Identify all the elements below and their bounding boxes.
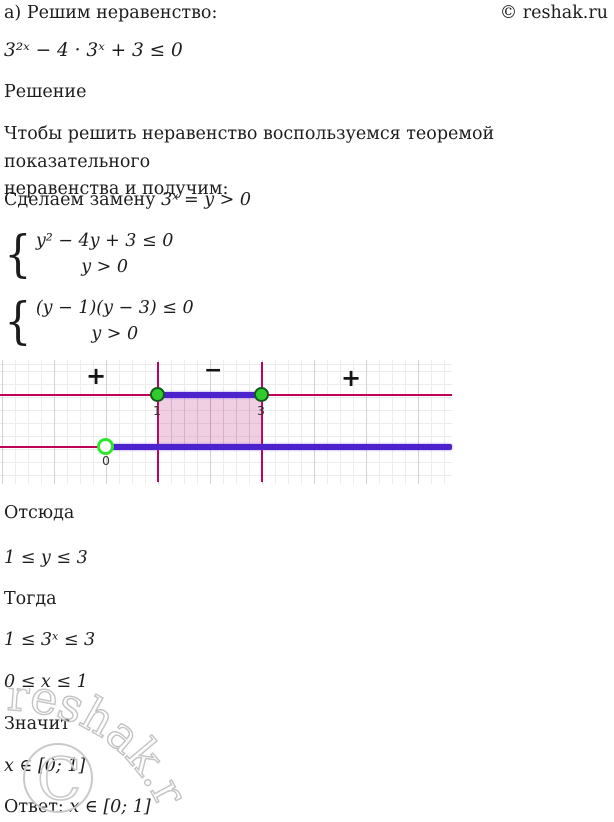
point-y1 — [150, 387, 165, 402]
vertical-line-y3 — [261, 362, 263, 482]
point-y3 — [254, 387, 269, 402]
answer-value: x ∈ [0; 1] — [69, 797, 151, 817]
substitution-formula: 3ˣ = y > 0 — [161, 190, 252, 210]
system-1-row-1: y² − 4y + 3 ≤ 0 — [35, 231, 174, 251]
system-1: { y² − 4y + 3 ≤ 0 y > 0 — [2, 226, 173, 282]
shaded-region — [158, 398, 262, 444]
so-label: Значит — [4, 714, 70, 734]
answer-line: Ответ: x ∈ [0; 1] — [4, 797, 151, 817]
watermark-text: reshak.ru — [0, 688, 199, 815]
substitution-line: Сделаем замену 3ˣ = y > 0 — [4, 190, 251, 210]
main-inequality: 3²ˣ − 4 · 3ˣ + 3 ≤ 0 — [4, 40, 183, 61]
tick-label-1: 1 — [153, 403, 161, 418]
brace-icon: { — [4, 225, 32, 283]
explanation-text: Чтобы решить неравенство воспользуемся т… — [4, 124, 495, 199]
then-label: Тогда — [4, 589, 57, 609]
substitution-text: Сделаем замену — [4, 190, 162, 210]
system-2: { (y − 1)(y − 3) ≤ 0 y > 0 — [2, 292, 194, 350]
solution-heading: Решение — [4, 82, 87, 102]
interval-result: x ∈ [0; 1] — [4, 756, 86, 776]
solution-segment-upper — [157, 392, 263, 398]
hence-label: Отсюда — [4, 503, 75, 523]
system-2-row-1: (y − 1)(y − 3) ≤ 0 — [35, 298, 194, 318]
inequality-x: 0 ≤ x ≤ 1 — [4, 672, 88, 692]
solution-ray-lower — [106, 444, 452, 450]
plus-sign-left: + — [86, 362, 107, 390]
vertical-line-y1 — [157, 362, 159, 482]
system-2-row-2: y > 0 — [91, 324, 139, 344]
open-point-0 — [97, 438, 114, 455]
site-copyright: © reshak.ru — [499, 3, 608, 23]
plus-sign-right: + — [341, 364, 362, 392]
minus-sign: − — [204, 358, 223, 383]
svg-text:reshak.ru: reshak.ru — [0, 688, 198, 814]
sign-chart: + − + 1 3 0 — [0, 358, 452, 484]
brace-icon: { — [4, 292, 32, 350]
inequality-y: 1 ≤ y ≤ 3 — [4, 548, 88, 568]
tick-label-3: 3 — [257, 403, 265, 418]
system-1-row-2: y > 0 — [81, 257, 128, 277]
inequality-3x: 1 ≤ 3ˣ ≤ 3 — [4, 630, 96, 650]
tick-label-0: 0 — [102, 453, 110, 468]
answer-label: Ответ: — [4, 797, 70, 817]
problem-title: а) Решим неравенство: — [4, 3, 218, 23]
